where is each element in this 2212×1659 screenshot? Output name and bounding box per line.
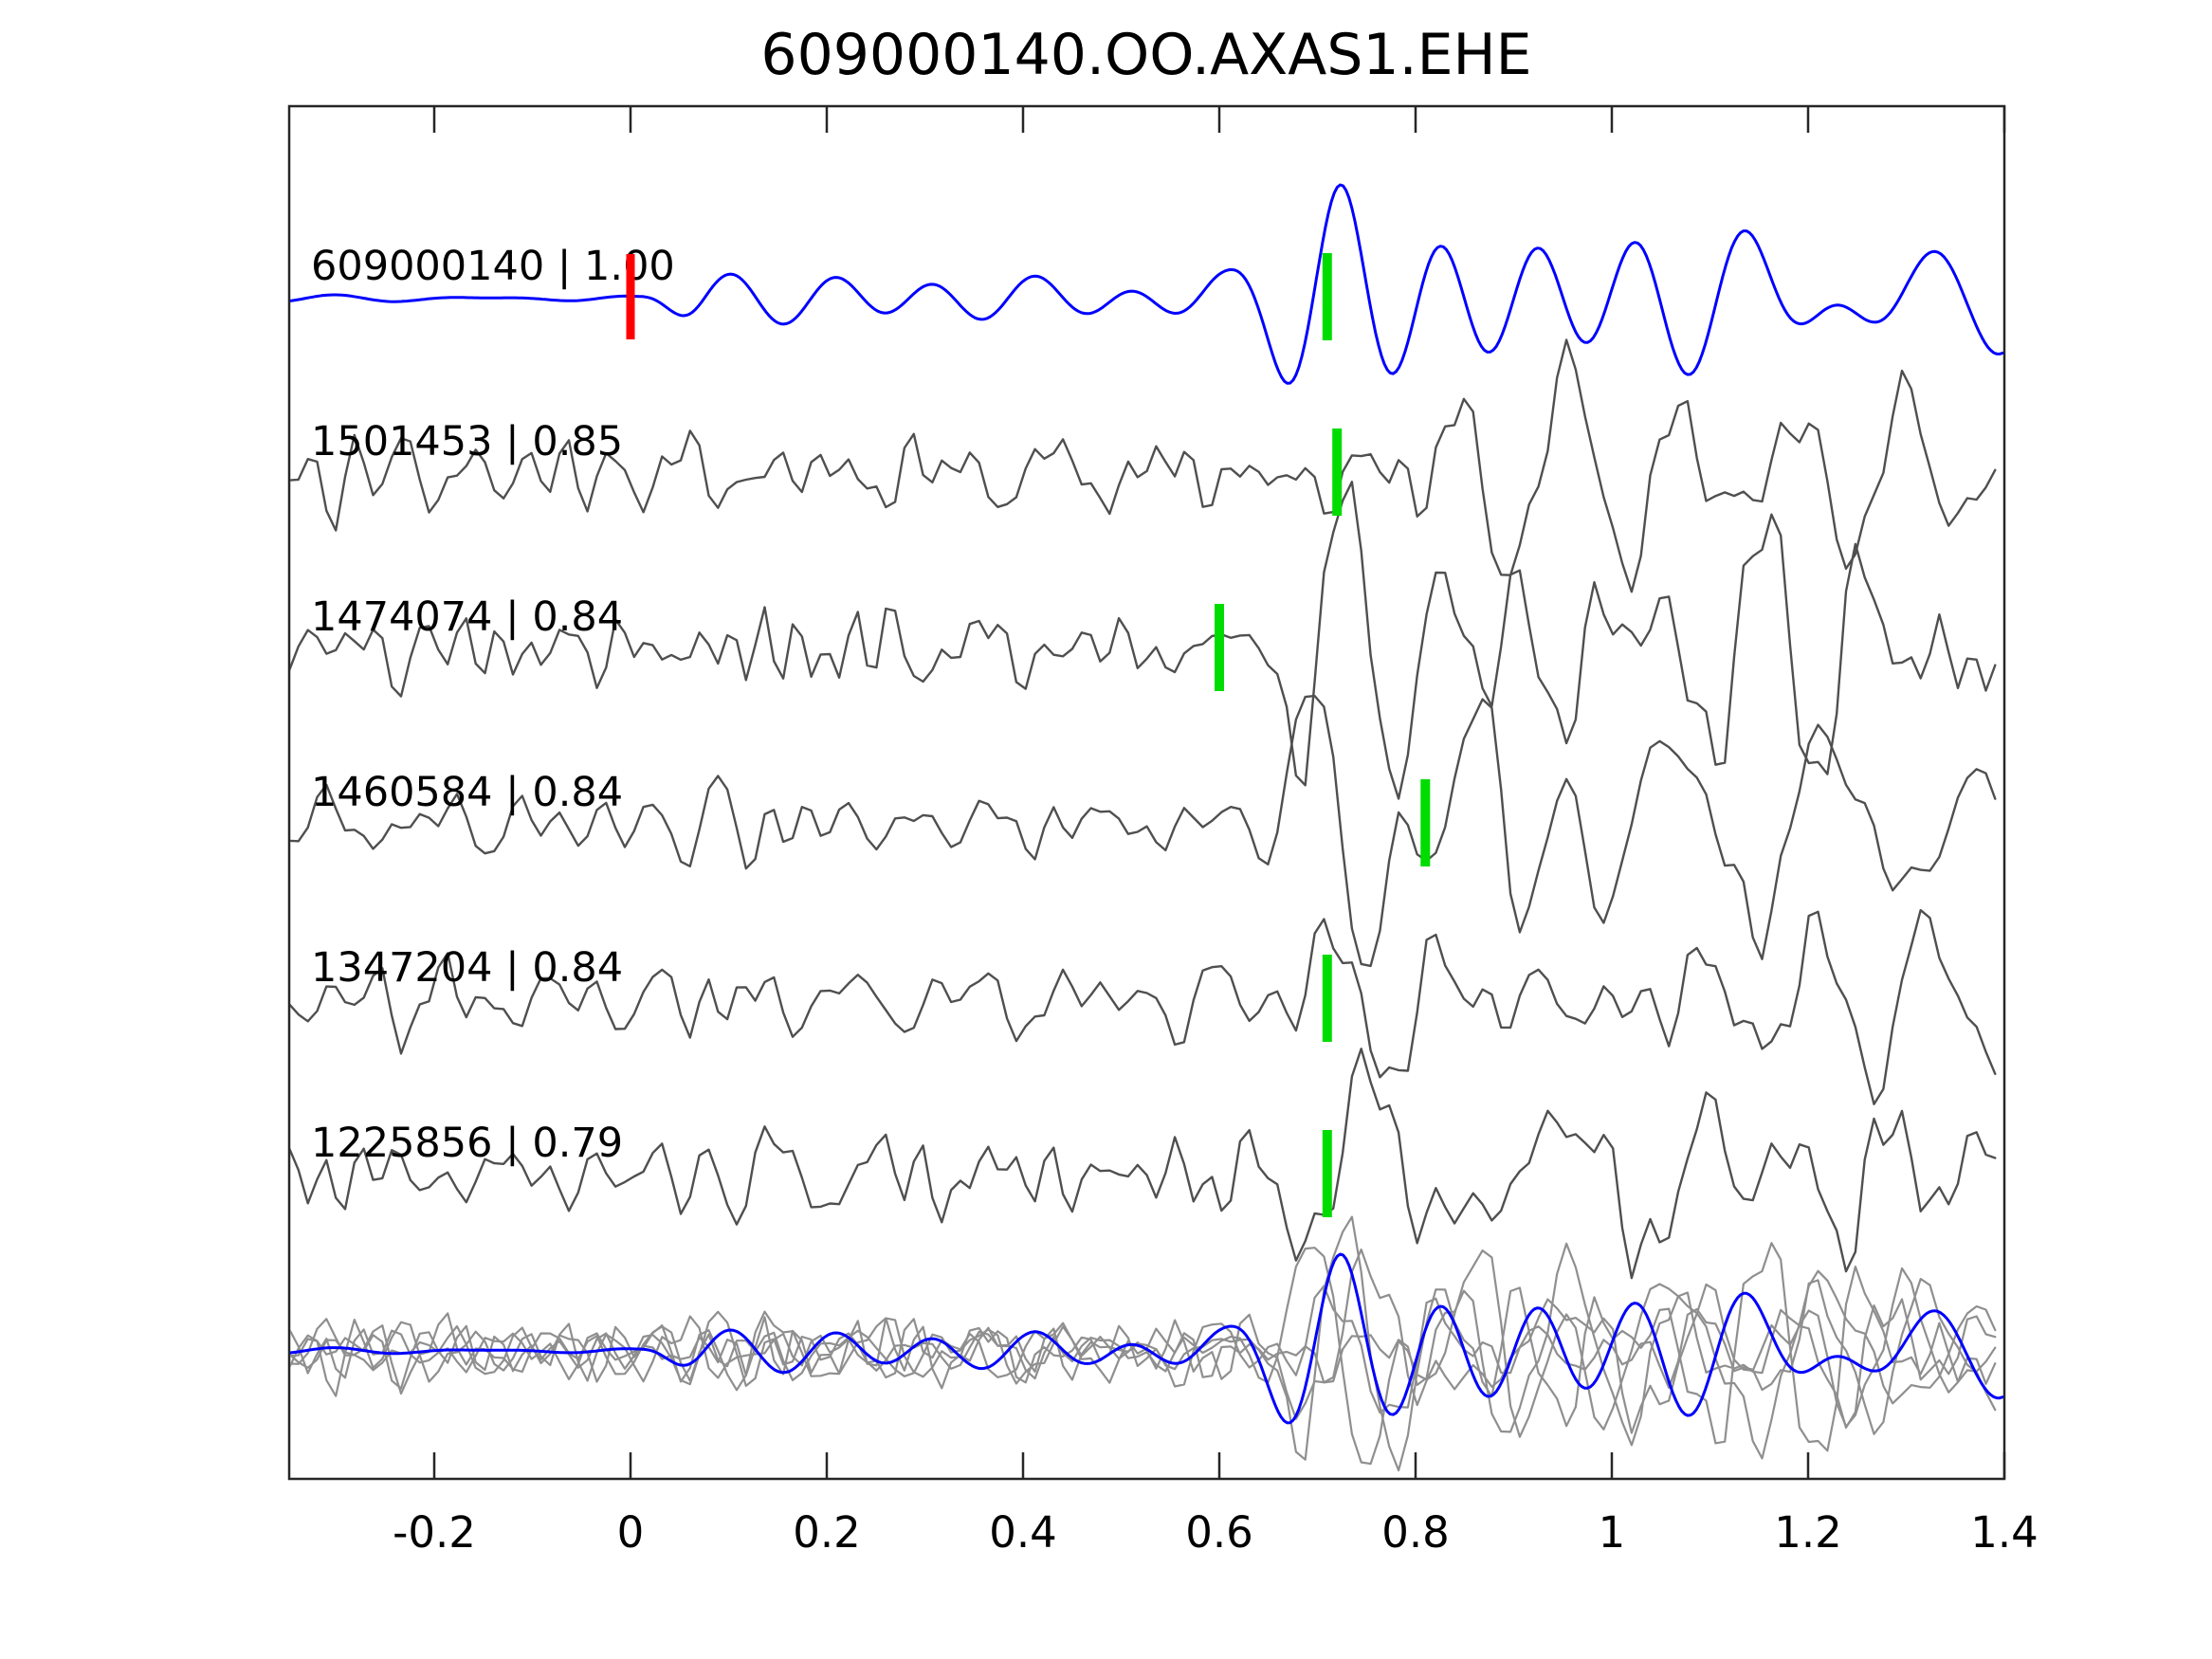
waveform-trace (290, 338, 1997, 593)
plot-border (287, 104, 2006, 1481)
trace-label: 1460584 | 0.84 (311, 769, 623, 816)
pick-marker (1322, 253, 1332, 340)
pick-markers-layer (626, 253, 1431, 1217)
pick-marker (1332, 428, 1343, 516)
template-pick-marker (626, 254, 635, 339)
plot-title: 609000140.OO.AXAS1.EHE (760, 22, 1531, 88)
waveform-trace (290, 908, 1997, 1105)
x-tick-label: 1.4 (1970, 1507, 2038, 1558)
x-tick-label: 0 (617, 1507, 645, 1558)
trace-label: 1225856 | 0.79 (311, 1120, 623, 1167)
trace-label: 1474074 | 0.84 (311, 593, 623, 641)
trace-label: 609000140 | 1.00 (311, 243, 675, 290)
x-tick-label: 0.2 (793, 1507, 861, 1558)
overlay-trace (290, 1248, 1997, 1434)
x-tick-label: 0.4 (989, 1507, 1057, 1558)
pick-marker (1215, 604, 1224, 691)
overlay-trace (290, 1247, 1997, 1466)
x-tick-label: 0.8 (1381, 1507, 1450, 1558)
waveform-trace (290, 694, 1997, 968)
overlay-trace (290, 1215, 1997, 1472)
x-tick-label: 0.6 (1185, 1507, 1253, 1558)
trace-label: 1347204 | 0.84 (311, 944, 623, 992)
trace-label: 1501453 | 0.85 (311, 418, 623, 465)
waveform-trace (290, 481, 1997, 800)
pick-marker (1420, 779, 1431, 866)
x-tick-label: 1 (1599, 1507, 1626, 1558)
pick-marker (1322, 1130, 1332, 1217)
overlay-template-trace (290, 1252, 2003, 1425)
traces-layer (290, 183, 2003, 1472)
x-tick-label: -0.2 (393, 1507, 476, 1558)
x-tick-label: 1.2 (1774, 1507, 1842, 1558)
axes-layer (287, 104, 2006, 1481)
waveform-template-trace (290, 183, 2003, 385)
overlay-trace (290, 1277, 1997, 1435)
waveform-trace (290, 1048, 1997, 1280)
pick-marker (1322, 955, 1332, 1042)
